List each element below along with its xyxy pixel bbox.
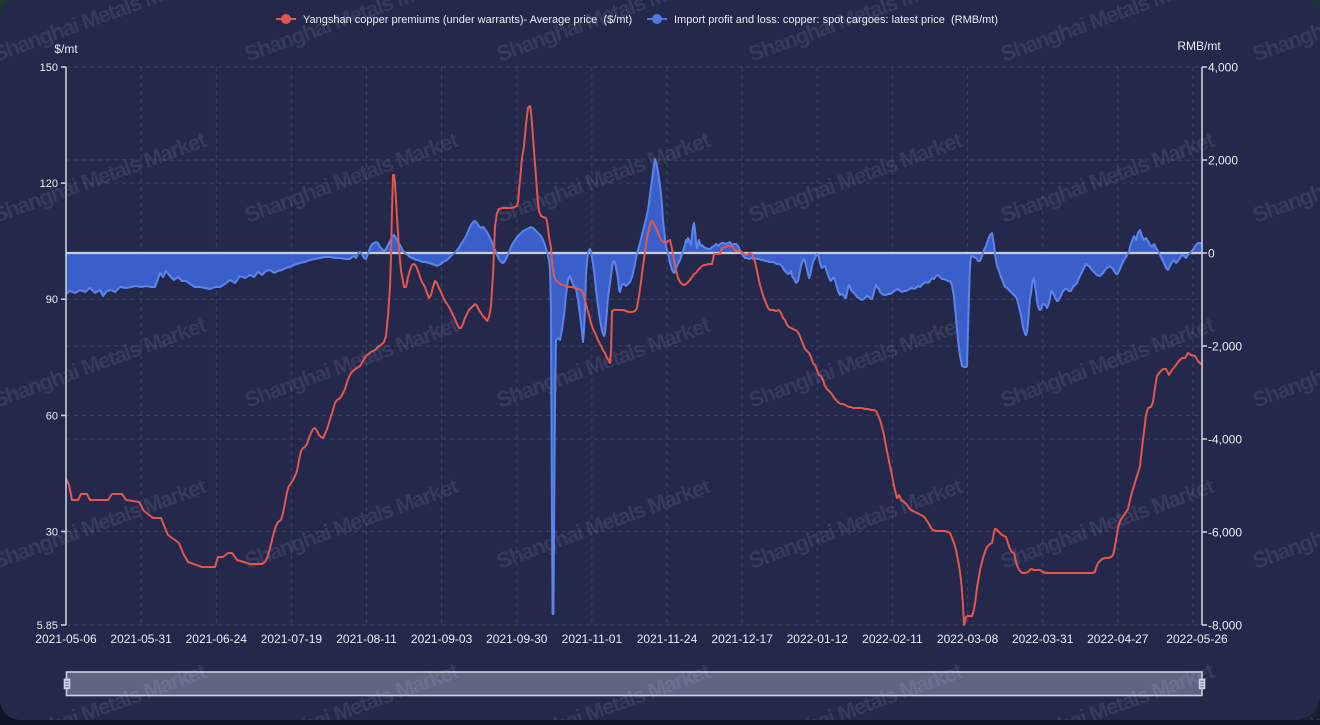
- svg-text:2022-04-27: 2022-04-27: [1087, 632, 1149, 646]
- svg-text:30: 30: [46, 527, 58, 539]
- svg-text:Yangshan copper premiums (unde: Yangshan copper premiums (under warrants…: [303, 14, 632, 26]
- svg-text:-8,000: -8,000: [1208, 619, 1242, 633]
- svg-text:2022-03-08: 2022-03-08: [937, 632, 999, 646]
- svg-text:2021-06-24: 2021-06-24: [186, 632, 248, 646]
- svg-text:90: 90: [46, 294, 58, 306]
- svg-text:5.85: 5.85: [37, 620, 58, 632]
- svg-text:RMB/mt: RMB/mt: [1177, 39, 1221, 53]
- svg-text:120: 120: [40, 178, 58, 190]
- svg-text:2022-05-26: 2022-05-26: [1166, 632, 1228, 646]
- svg-text:Import profit and loss: copper: Import profit and loss: copper: spot car…: [674, 14, 998, 26]
- svg-text:2021-11-01: 2021-11-01: [562, 632, 623, 646]
- svg-text:2021-12-17: 2021-12-17: [712, 632, 774, 646]
- svg-text:2021-09-30: 2021-09-30: [486, 632, 548, 646]
- svg-text:150: 150: [40, 62, 58, 74]
- svg-text:2022-01-12: 2022-01-12: [787, 632, 849, 646]
- svg-text:2022-03-31: 2022-03-31: [1012, 632, 1074, 646]
- svg-text:4,000: 4,000: [1208, 61, 1238, 75]
- svg-text:2021-07-19: 2021-07-19: [261, 632, 323, 646]
- svg-text:-2,000: -2,000: [1208, 340, 1242, 354]
- svg-text:-6,000: -6,000: [1208, 526, 1242, 540]
- svg-text:2021-11-24: 2021-11-24: [637, 632, 698, 646]
- svg-text:-4,000: -4,000: [1208, 433, 1242, 447]
- svg-text:2,000: 2,000: [1208, 154, 1238, 168]
- svg-text:2022-02-11: 2022-02-11: [862, 632, 923, 646]
- svg-text:0: 0: [1208, 247, 1215, 261]
- svg-text:2021-05-06: 2021-05-06: [35, 632, 97, 646]
- svg-text:60: 60: [46, 410, 58, 422]
- svg-text:2021-05-31: 2021-05-31: [110, 632, 172, 646]
- svg-text:2021-09-03: 2021-09-03: [411, 632, 473, 646]
- svg-text:$/mt: $/mt: [54, 42, 78, 56]
- svg-text:2021-08-11: 2021-08-11: [336, 632, 397, 646]
